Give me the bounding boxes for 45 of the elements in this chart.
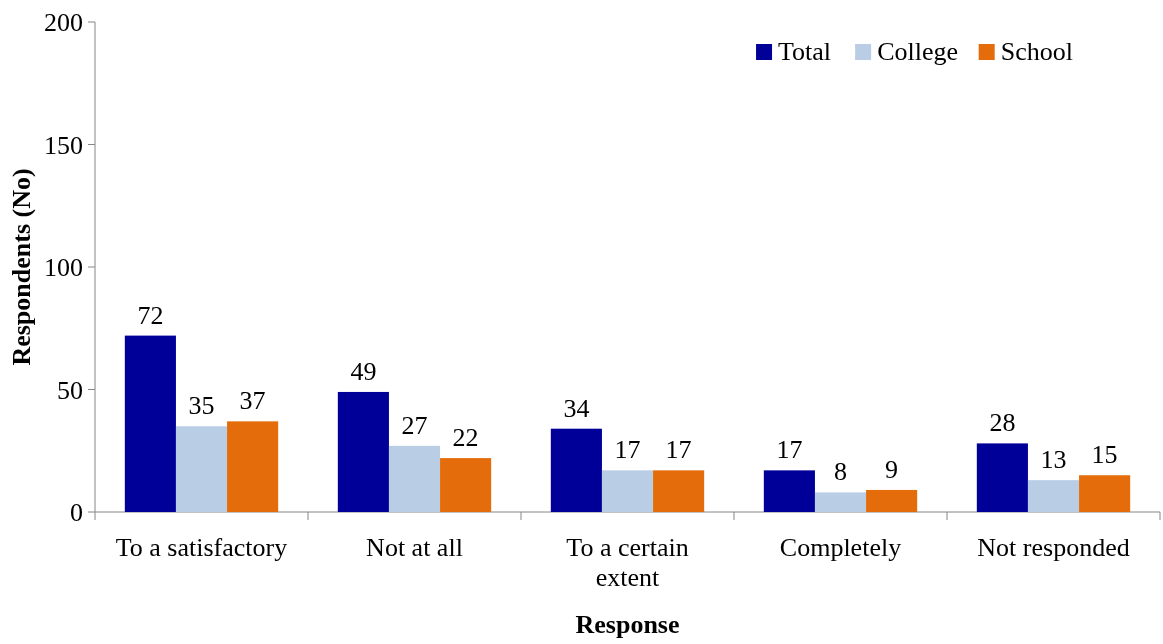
bar [1027, 480, 1080, 512]
data-label: 35 [188, 391, 215, 421]
y-tick-label: 50 [57, 375, 83, 405]
bar [124, 335, 176, 512]
data-label: 8 [834, 457, 847, 487]
bar [388, 445, 441, 512]
legend-label: Total [778, 37, 832, 66]
bar [550, 428, 602, 512]
y-tick-label: 100 [44, 253, 83, 283]
bar [440, 458, 492, 512]
data-label: 34 [563, 393, 590, 423]
data-label: 15 [1091, 440, 1118, 470]
data-label: 37 [239, 386, 266, 416]
bar [814, 492, 867, 512]
data-label: 13 [1040, 445, 1067, 475]
y-tick-label: 0 [70, 498, 83, 528]
x-tick-label: To a satisfactory [115, 533, 288, 562]
legend-label: School [1000, 37, 1073, 66]
bar [653, 470, 705, 512]
data-label: 27 [401, 410, 428, 440]
y-axis-title: Respondents (No) [7, 168, 36, 366]
data-label: 17 [614, 435, 641, 465]
bar [866, 489, 918, 512]
bar [337, 391, 389, 512]
data-label: 72 [137, 300, 164, 330]
data-label: 9 [885, 454, 899, 484]
data-label: 17 [776, 435, 803, 465]
x-tick-label: Not at all [366, 533, 463, 562]
y-tick-label: 200 [44, 8, 83, 38]
bar [227, 421, 279, 512]
bar [976, 443, 1028, 512]
bar [601, 470, 654, 512]
data-label: 22 [452, 423, 479, 453]
data-label: 49 [350, 356, 377, 386]
legend-label: College [877, 37, 959, 66]
x-tick-label: To a certain extent [566, 533, 689, 592]
x-tick-label: Completely [779, 533, 902, 562]
data-label: 28 [989, 408, 1016, 438]
x-axis-title: Response [575, 610, 680, 639]
bar [175, 426, 228, 512]
bar [1079, 475, 1131, 512]
y-tick-label: 150 [44, 130, 83, 160]
data-label: 17 [665, 435, 692, 465]
bar [763, 470, 815, 512]
x-tick-label: Not responded [977, 533, 1130, 562]
